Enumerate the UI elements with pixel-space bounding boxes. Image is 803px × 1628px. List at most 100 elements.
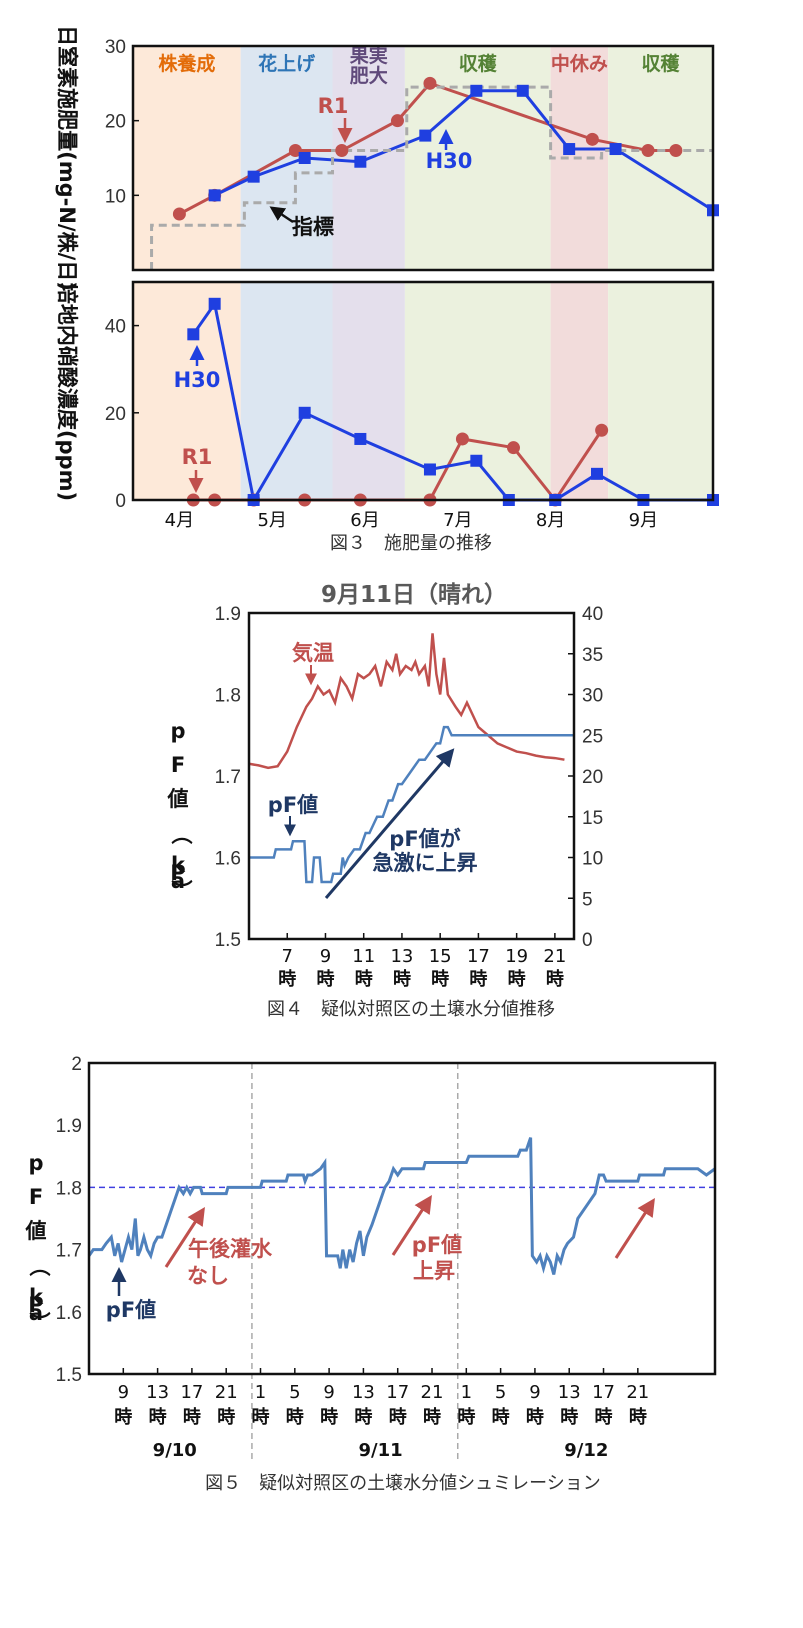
annotation-temp: 気温	[292, 641, 334, 665]
y-tick-label-left: 1.5	[215, 930, 241, 951]
x-tick-label: 21	[215, 1382, 238, 1403]
x-tick-unit: 時	[389, 1407, 407, 1428]
x-tick-label: 5	[289, 1382, 300, 1403]
y-axis-label-char: ）	[169, 880, 193, 901]
x-tick-label: 5	[495, 1382, 506, 1403]
annotation-rise-2: 急激に上昇	[373, 851, 478, 875]
y-axis-label-char: （	[27, 1256, 51, 1277]
series-group	[87, 1137, 716, 1275]
y-axis-label-char: a	[29, 1301, 43, 1325]
stage-label: 果実	[349, 44, 388, 67]
series-line-h30	[192, 300, 713, 505]
y-tick-label-right: 5	[582, 889, 593, 910]
x-tick-label: 17	[467, 946, 490, 967]
x-tick-unit: 時	[546, 969, 564, 990]
y-axis-label-char: F	[171, 753, 185, 777]
data-point-h30	[298, 406, 311, 419]
y-tick-label: 2	[71, 1054, 82, 1075]
data-point-h30	[470, 454, 483, 467]
x-tick-label: 21	[543, 946, 566, 967]
y-tick-label-right: 20	[582, 767, 603, 788]
data-point-h30	[419, 129, 432, 142]
x-tick-unit: 時	[355, 969, 373, 990]
annotation-rise-arrow	[324, 748, 455, 899]
x-tick-unit: 時	[320, 1407, 338, 1428]
y-axis-label: pF値 （ kPa）	[167, 719, 194, 901]
y-tick-label: 0	[115, 491, 126, 512]
data-point-r1	[506, 441, 520, 455]
x-tick-unit: 時	[431, 969, 449, 990]
stage-label: 収穫	[642, 52, 681, 75]
x-tick-label: 7	[282, 946, 293, 967]
x-tick-unit: 時	[629, 1407, 647, 1428]
y-axis-label-char: P	[28, 1293, 43, 1317]
x-tick-label: 4月	[165, 510, 194, 531]
stage-label: 株養成	[158, 52, 215, 75]
y-tick-label: 20	[105, 404, 126, 425]
y-tick-label: 10	[105, 186, 126, 207]
plot-frame	[87, 1061, 717, 1376]
stage-label: 収穫	[459, 52, 498, 75]
stage-label: 花上げ	[258, 52, 316, 75]
caption-fig3: 図３ 施肥量の推移	[330, 533, 492, 554]
chart-title: 9月11日（晴れ）	[321, 581, 507, 608]
x-tick-label: 13	[146, 1382, 169, 1403]
data-point-h30	[298, 152, 311, 164]
y-axis-label-char: p	[28, 1151, 43, 1175]
y-tick-label: 20	[105, 112, 126, 133]
x-tick-label: 13	[390, 946, 413, 967]
x-tick-unit: 時	[252, 1407, 270, 1428]
axis-ticks: 1.51.61.71.81.905101520253035407時9時11時13…	[215, 604, 604, 990]
plot-frame	[131, 44, 715, 272]
x-tick-label: 9月	[629, 510, 658, 531]
x-tick-label: 9	[118, 1382, 129, 1403]
data-point-r1	[335, 144, 349, 158]
annotation-h30: H30	[174, 368, 221, 392]
y-tick-label-right: 40	[582, 604, 603, 625]
y-axis-label-char: a	[171, 869, 185, 893]
fig4-chart: 9月11日（晴れ） 1.5 1.6 1.7 1.8 1.9 0 5 10 15 20 25 30 35 4…	[167, 581, 604, 990]
annotation-rise-arrow-1	[164, 1206, 205, 1268]
plot-frame	[247, 611, 576, 941]
stage-band	[608, 46, 713, 270]
annotation-h30: H30	[426, 149, 473, 173]
fig5-chart: 1.51.61.71.81.929時13時17時21時1時5時9時13時17時2…	[25, 1054, 717, 1461]
stage-band	[332, 282, 405, 500]
annotation-rise-1: pF値	[412, 1233, 462, 1257]
data-point-r1	[288, 144, 302, 158]
annotation-r1: R1	[318, 94, 349, 118]
x-tick-unit: 時	[560, 1407, 578, 1428]
series-line-index	[150, 85, 713, 270]
x-tick-label: 9	[320, 946, 331, 967]
stage-label: 肥大	[350, 64, 388, 87]
y-tick-label: 1.7	[56, 1241, 82, 1262]
y-axis-label: 培地内硝酸濃度(ppm)	[55, 283, 79, 501]
data-point-h30	[354, 432, 367, 445]
annotation-index-arrow	[269, 206, 294, 224]
data-point-h30	[516, 84, 529, 97]
y-axis-label-char: F	[29, 1185, 43, 1209]
data-point-h30	[563, 143, 576, 156]
data-point-r1	[172, 207, 186, 221]
day-label: 9/11	[358, 1440, 402, 1461]
stage-band	[133, 282, 241, 500]
data-point-r1	[585, 132, 599, 146]
y-axis-label-char: ）	[27, 1312, 51, 1333]
y-axis-label-char: （	[169, 824, 193, 845]
caption-fig5: 図５ 疑似対照区の土壌水分値シュミレーション	[205, 1473, 601, 1494]
day-label: 9/10	[153, 1440, 197, 1461]
data-point-h30	[187, 328, 200, 341]
x-tick-unit: 時	[278, 969, 296, 990]
stage-label: 中休み	[551, 52, 608, 75]
annotation-pf: pF値	[106, 1298, 156, 1322]
plot-frame	[131, 280, 715, 502]
annotation-r1: R1	[182, 445, 213, 469]
x-tick-label: 1	[461, 1382, 472, 1403]
x-tick-unit: 時	[595, 1407, 613, 1428]
x-tick-label: 6月	[350, 510, 379, 531]
x-tick-unit: 時	[423, 1407, 441, 1428]
day-label: 9/12	[564, 1440, 608, 1461]
x-tick-unit: 時	[526, 1407, 544, 1428]
